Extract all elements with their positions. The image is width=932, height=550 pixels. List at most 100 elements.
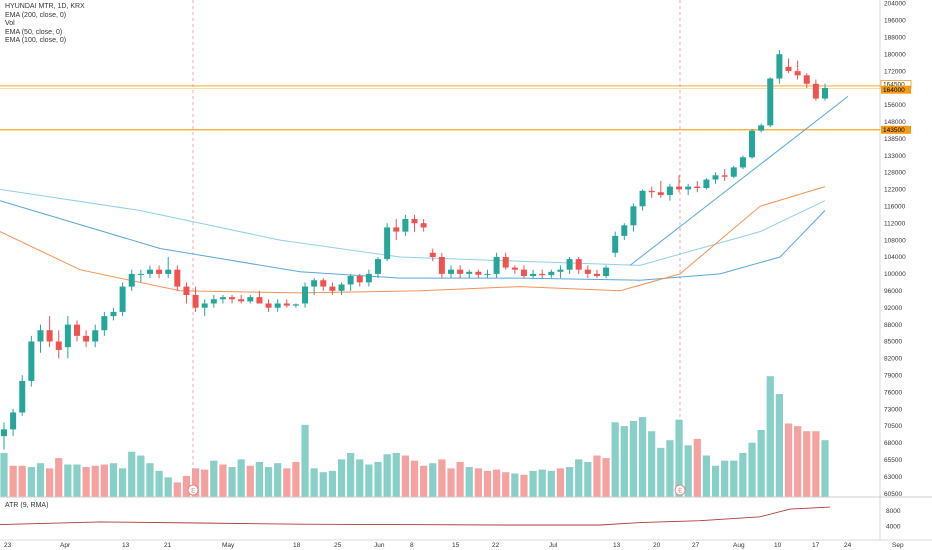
volume-bar: [283, 468, 291, 497]
candle-body: [10, 412, 17, 430]
candle-body: [466, 271, 473, 274]
time-tick-label: 25: [334, 542, 342, 549]
candle-body: [356, 276, 363, 283]
volume-bar: [210, 460, 218, 497]
volume-bar: [803, 431, 811, 497]
candle-body: [101, 316, 108, 331]
volume-bar: [438, 459, 446, 497]
price-tick-label: 63000: [884, 474, 902, 481]
candle-body: [520, 269, 527, 277]
volume-bar: [347, 452, 355, 497]
candle-body: [320, 280, 327, 287]
candle-body: [146, 269, 153, 274]
time-tick-label: 8: [410, 542, 414, 549]
candle-body: [621, 225, 628, 236]
earnings-marker: [187, 484, 199, 496]
price-tick-label: 76000: [884, 389, 902, 396]
candle-body: [812, 83, 819, 99]
earnings-marker-label: E: [678, 488, 682, 494]
candle-body: [666, 186, 673, 196]
candle-body: [584, 269, 591, 274]
volume-bar: [648, 431, 656, 497]
price-tick-label: 188000: [884, 35, 906, 42]
volume-bar: [164, 477, 172, 497]
volume-bar: [356, 459, 364, 497]
volume-bar: [0, 452, 8, 497]
candle-body: [685, 186, 692, 190]
volume-bar: [702, 455, 711, 497]
candle-body: [110, 311, 117, 317]
time-tick-label: 13: [122, 542, 130, 549]
volume-bar: [64, 464, 72, 497]
volume-bar: [173, 482, 181, 497]
time-tick-label: 20: [653, 542, 661, 549]
candle-body: [429, 252, 436, 257]
candle-body: [83, 335, 90, 342]
volume-bar: [602, 458, 610, 497]
price-tick-label: 104000: [884, 254, 906, 261]
volume-bar: [401, 455, 409, 497]
volume-bar: [638, 417, 647, 497]
candle-body: [73, 324, 80, 336]
volume-bar: [565, 467, 574, 497]
volume-bar: [474, 468, 482, 497]
volume-bar: [775, 394, 783, 497]
volume-bar: [629, 420, 638, 497]
candle-body: [502, 257, 509, 268]
volume-bar: [73, 464, 81, 497]
candle-body: [283, 303, 290, 306]
volume-bar: [392, 452, 400, 497]
volume-bar: [18, 465, 26, 497]
candle-body: [183, 286, 190, 296]
current-price-label-bg: [881, 85, 911, 94]
time-tick-label: 21: [164, 542, 172, 549]
volume-bar: [556, 468, 565, 497]
candle-body: [411, 218, 418, 224]
volume-bar: [684, 445, 692, 497]
volume-bar: [237, 459, 245, 497]
time-tick-label: Jul: [549, 542, 558, 549]
candle-body: [721, 175, 728, 177]
volume-bar: [328, 470, 336, 497]
candle-body: [694, 186, 701, 188]
volume-bar: [502, 472, 510, 497]
volume-bar: [128, 451, 136, 497]
time-tick-label: Sep: [892, 542, 904, 549]
time-tick-label: 10: [774, 542, 782, 549]
candle-body: [703, 179, 710, 188]
volume-bar: [766, 376, 774, 497]
volume-bar: [118, 468, 127, 497]
price-tick-label: 79000: [884, 373, 902, 380]
price-tick-label: 68000: [884, 440, 902, 447]
price-tick-label: 92000: [884, 305, 902, 312]
chart-legend: HYUNDAI MTR, 1D, KRX EMA (200, close, 0)…: [5, 3, 85, 46]
price-tick-label: 156000: [884, 102, 906, 109]
volume-bar: [784, 423, 793, 497]
volume-bar: [301, 424, 309, 497]
volume-bar: [182, 476, 191, 497]
candle-body: [822, 88, 828, 99]
time-tick-label: 18: [293, 542, 301, 549]
volume-bar: [310, 468, 318, 497]
volume-bar: [456, 461, 464, 497]
volume-bar: [82, 467, 90, 497]
candle-body: [119, 286, 126, 312]
volume-bar: [201, 469, 209, 497]
candle-body: [128, 273, 135, 287]
candle-body: [311, 280, 318, 287]
price-tick-label: 60500: [884, 491, 902, 498]
volume-bar: [520, 474, 528, 497]
volume-bar: [757, 429, 765, 497]
price-tick-label: 96000: [884, 288, 902, 295]
candle-body: [749, 130, 756, 158]
candle-body: [265, 303, 272, 308]
time-tick-label: Jun: [374, 542, 385, 549]
candle-body: [28, 341, 35, 381]
volume-bar: [46, 468, 54, 497]
volume-bar: [228, 467, 236, 497]
volume-bar: [109, 463, 118, 497]
candle-body: [803, 75, 810, 84]
time-tick-label: 23: [4, 542, 12, 549]
volume-bar: [264, 467, 273, 497]
